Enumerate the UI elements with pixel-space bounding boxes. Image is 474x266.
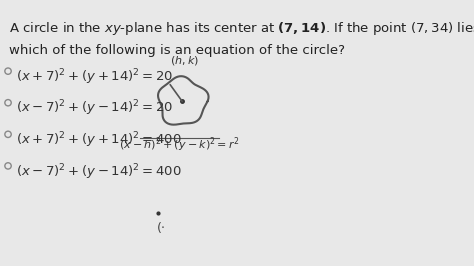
- Text: $( \cdot$: $( \cdot$: [155, 220, 165, 235]
- Text: $(h,k)$: $(h,k)$: [171, 54, 200, 67]
- Text: $(x - 7)^2 + (y - 14)^2 = 20$: $(x - 7)^2 + (y - 14)^2 = 20$: [16, 99, 173, 118]
- Text: A circle in the $xy$-plane has its center at $\mathbf{(7, 14)}$. If the point $(: A circle in the $xy$-plane has its cente…: [9, 20, 474, 37]
- Text: $(x + 7)^2 + (y + 14)^2 = 400$: $(x + 7)^2 + (y + 14)^2 = 400$: [16, 130, 182, 150]
- Text: $(x + 7)^2 + (y + 14)^2 = 20$: $(x + 7)^2 + (y + 14)^2 = 20$: [16, 67, 173, 87]
- Text: which of the following is an equation of the circle?: which of the following is an equation of…: [9, 44, 346, 56]
- Text: $(x-h)^2+(y-k)^2=r^2$: $(x-h)^2+(y-k)^2=r^2$: [119, 136, 240, 154]
- Text: $(x - 7)^2 + (y - 14)^2 = 400$: $(x - 7)^2 + (y - 14)^2 = 400$: [16, 162, 182, 182]
